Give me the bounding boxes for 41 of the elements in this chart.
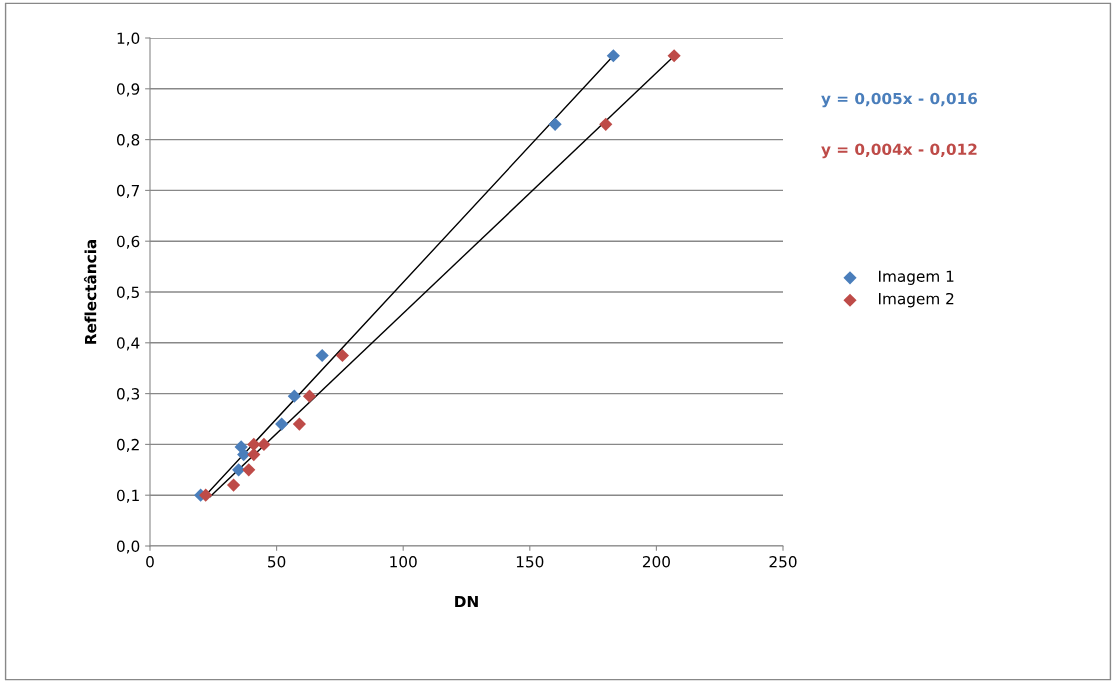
point [247,447,261,462]
point [606,49,620,63]
point [548,117,562,131]
point [599,117,613,131]
y-tick-label: 0,0 [116,540,140,554]
x-tick-label: 200 [642,555,670,568]
x-tick-label: 100 [390,555,417,568]
point [667,49,681,63]
point [257,437,271,451]
y-axis-title: Reflectância [83,239,97,344]
y-tick-label: 0,1 [116,489,139,503]
y-tick-label: 0,7 [116,184,139,198]
y-tick-label: 0,6 [116,235,140,249]
point [275,417,289,431]
point [302,389,317,403]
y-tick-label: 0,4 [116,337,140,351]
y-tick-label: 0,2 [116,438,139,452]
x-axis-title: DN [455,595,478,608]
point [335,348,350,363]
x-tick-label: 0 [146,555,154,568]
point [242,463,256,477]
text: y = 0,004x - 0,012 [821,143,977,159]
y-tick-label: 0,9 [116,83,140,97]
point [315,348,329,363]
text: y = 0,005x - 0,016 [821,92,978,108]
y-tick-label: 1,0 [117,32,140,46]
x-tick-label: 150 [516,555,544,568]
x-tick-label: 50 [268,555,286,568]
point [292,417,306,431]
x-tick-label: 250 [769,555,797,568]
point [226,478,241,492]
y-tick-label: 0,8 [116,134,140,148]
point [234,440,248,454]
point [247,437,261,451]
y-tick-label: 0,5 [116,286,139,300]
point [287,389,301,403]
y-tick-label: 0,3 [116,388,140,402]
legend-label: Imagem 2 [879,292,954,308]
point [232,463,246,477]
point [199,488,213,502]
legend-label: Imagem 1 [879,270,954,285]
